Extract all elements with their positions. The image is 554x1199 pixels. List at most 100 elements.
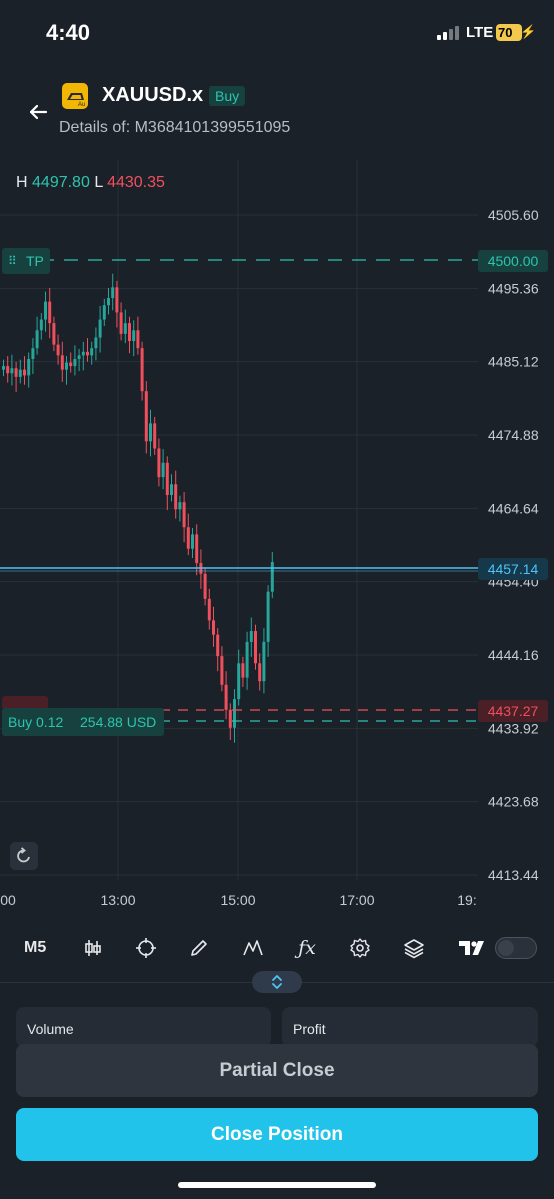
order-details: Details of: M3684101399551095	[59, 119, 291, 136]
low-value: 4430.35	[107, 174, 165, 191]
back-arrow-icon[interactable]	[26, 100, 50, 124]
candle-body	[52, 323, 56, 345]
candle-body	[77, 355, 81, 359]
status-time: 4:40	[46, 20, 91, 45]
tradingview-toggle[interactable]	[495, 937, 537, 959]
candle-body	[207, 598, 211, 621]
candle-body	[212, 620, 215, 635]
price-axis-label: 4505.60	[488, 207, 539, 223]
position-pnl: 254.88 USD	[80, 714, 157, 730]
network-label: LTE	[466, 24, 494, 41]
candle-body	[161, 462, 165, 478]
candle-body	[140, 348, 144, 392]
candle-body	[249, 631, 253, 642]
candle-body	[48, 301, 52, 324]
pencil-icon[interactable]	[186, 930, 212, 966]
candle-body	[23, 369, 26, 376]
candle-body	[216, 634, 220, 657]
crosshair-icon[interactable]	[133, 930, 159, 966]
candle-body	[153, 423, 157, 449]
candle-body	[115, 287, 119, 313]
candle-body	[27, 358, 31, 376]
candle-body	[266, 591, 270, 642]
battery-level: 70	[498, 25, 513, 40]
candle-body	[86, 351, 89, 356]
candle-body	[182, 502, 186, 528]
candle-body	[237, 663, 241, 700]
price-axis-label: 4495.36	[488, 280, 539, 296]
candle-body	[174, 484, 178, 510]
candle-body	[65, 362, 68, 370]
candle-body	[241, 663, 245, 678]
candle-body	[203, 573, 207, 599]
profit-card: Profit	[282, 1007, 538, 1047]
timeframe-button[interactable]: M5	[24, 939, 47, 956]
sl-price-tag: 4437.27	[478, 700, 548, 722]
position-chip[interactable]: Buy 0.12 254.88 USD	[2, 708, 164, 736]
candle-body	[224, 684, 228, 710]
candles	[2, 273, 274, 743]
candle-body	[94, 337, 98, 349]
candle-body	[60, 355, 64, 370]
gear-icon[interactable]	[347, 930, 373, 966]
candlestick-chart[interactable]: 4505.604495.364485.124474.884464.644454.…	[0, 150, 554, 920]
candle-body	[98, 319, 102, 338]
charging-icon: ⚡	[520, 24, 537, 39]
partial-close-button[interactable]: Partial Close	[16, 1044, 538, 1097]
status-bar: 4:40 LTE 70 ⚡	[0, 0, 554, 70]
time-axis-label: 13:00	[100, 892, 135, 908]
close-position-button[interactable]: Close Position	[16, 1108, 538, 1161]
low-label: L	[94, 174, 103, 191]
candle-body	[107, 298, 110, 306]
price-axis-label: 4485.12	[488, 354, 539, 370]
candle-body	[73, 358, 77, 367]
candle-body	[170, 484, 173, 496]
drag-handle-icon: ⠿	[8, 254, 17, 268]
candle-body	[14, 368, 18, 377]
candle-body	[178, 502, 182, 510]
time-axis-label: 17:00	[339, 892, 374, 908]
indicator-icon[interactable]	[240, 930, 266, 966]
candle-body	[128, 323, 131, 342]
tp-handle[interactable]: ⠿ TP	[2, 248, 50, 274]
candle-body	[262, 641, 266, 682]
volume-card: Volume	[16, 1007, 271, 1047]
price-axis-label: 4474.88	[488, 427, 539, 443]
candle-body	[149, 423, 152, 442]
candle-body	[119, 312, 123, 334]
price-axis-label: 4444.16	[488, 647, 539, 663]
price-axis: 4505.604495.364485.124474.884464.644454.…	[488, 207, 539, 883]
signal-icon	[437, 26, 461, 40]
price-axis-label: 4433.92	[488, 720, 539, 736]
gridlines	[0, 160, 478, 880]
rotate-icon	[17, 847, 30, 863]
side-badge: Buy	[209, 86, 246, 106]
candle-body	[220, 656, 224, 685]
price-axis-label: 4423.68	[488, 794, 539, 810]
high-label: H	[16, 174, 28, 191]
candle-body	[81, 351, 85, 356]
sl-handle[interactable]	[2, 696, 48, 708]
reset-chart-button[interactable]	[10, 842, 38, 870]
tp-price-tag: 4500.00	[478, 250, 548, 272]
layers-icon[interactable]	[401, 930, 427, 966]
candle-type-icon[interactable]	[80, 930, 106, 966]
high-low-readout: H 4497.80 L 4430.35	[16, 174, 165, 192]
current-price-tag: 4457.14	[478, 558, 548, 580]
candle-body	[165, 462, 169, 496]
candle-body	[191, 534, 194, 549]
time-axis-label: 00	[0, 892, 16, 908]
candle-body	[186, 527, 190, 549]
time-axis: 00 13:00 15:00 17:00 19:	[0, 892, 477, 908]
symbol-title: XAUUSD.x	[102, 84, 204, 106]
candle-body	[245, 641, 249, 678]
candle-body	[18, 369, 22, 377]
position-label: Buy 0.12	[8, 714, 64, 730]
candle-body	[2, 366, 5, 370]
expand-panel-button[interactable]	[252, 971, 302, 993]
function-fx-icon[interactable]: ƒx	[298, 937, 316, 959]
candle-body	[132, 330, 136, 342]
candle-body	[10, 368, 14, 374]
candle-body	[195, 534, 199, 564]
candle-body	[35, 330, 39, 349]
